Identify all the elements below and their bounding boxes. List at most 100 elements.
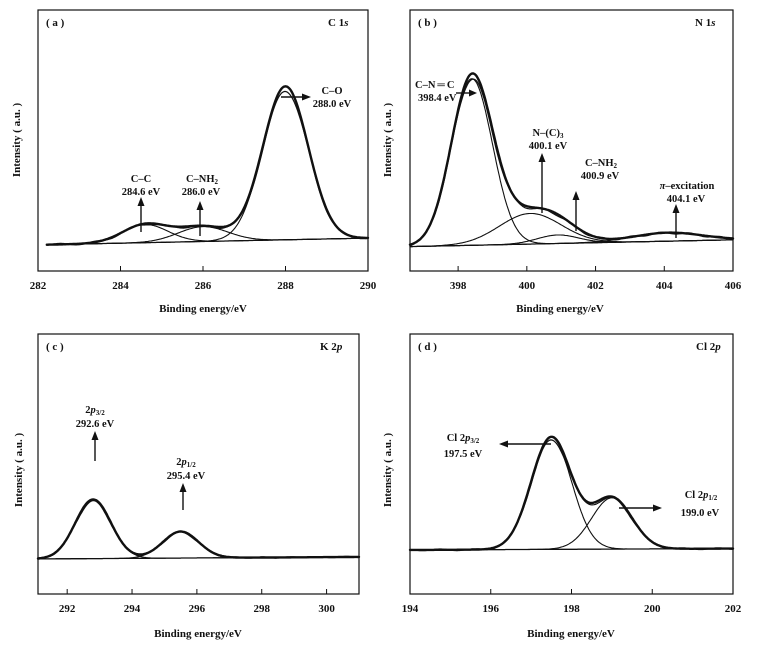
arrowhead-n-c3	[538, 153, 546, 162]
annotation-label-2p3-2: 2p3/2	[85, 405, 105, 417]
panel-element-label: K 2p	[320, 341, 343, 353]
arrowhead-c-c	[137, 197, 145, 206]
x-ticks: 282 284 286 288 290	[30, 266, 377, 292]
arrowhead-c-n-c	[469, 89, 477, 97]
panel-element-label: N 1s	[695, 17, 715, 29]
annotation-label-pi-excitation: π–excitation	[660, 181, 715, 192]
annotation-label-cl-2p1-2: Cl 2p1/2	[685, 490, 718, 502]
x-tick-label: 286	[195, 280, 212, 292]
annotation-value-c-nh2: 286.0 eV	[182, 187, 221, 198]
x-tick-label: 292	[59, 603, 76, 615]
panel-letter: ( c )	[46, 341, 64, 353]
plot-frame	[409, 9, 734, 272]
annotation-label-c-n-c: C–N ═ C	[415, 80, 454, 91]
annotation-label-c-nh2: C–NH2	[585, 158, 618, 170]
arrowhead-cl-2p3-2	[499, 440, 508, 448]
annotation-value-c-n-c: 398.4 eV	[418, 93, 457, 104]
x-tick-label: 198	[563, 603, 580, 615]
y-axis-label: Intensity ( a.u. )	[382, 433, 394, 508]
annotation-label-c-o: C–O	[322, 86, 343, 97]
envelope-curve	[36, 498, 361, 560]
panel-element-label: C 1s	[328, 17, 348, 29]
x-tick-label: 404	[656, 280, 673, 292]
annotation-label-c-c: C–C	[131, 174, 151, 185]
panel-element-label: Cl 2p	[696, 341, 721, 353]
arrowhead-2p3-2	[91, 431, 99, 440]
component-peak	[409, 232, 734, 248]
x-tick-label: 288	[277, 280, 294, 292]
x-tick-label: 406	[725, 280, 742, 292]
component-peak	[409, 234, 734, 248]
measured-curve	[37, 500, 360, 559]
panel-k2p: ( c ) K 2p Intensity ( a.u. ) Binding en…	[13, 333, 361, 640]
annotation-value-c-c: 284.6 eV	[122, 187, 161, 198]
annotation-value-cl-2p1-2: 199.0 eV	[681, 508, 720, 519]
spectrum-curves	[408, 72, 735, 248]
annotation-value-2p1-2: 295.4 eV	[167, 471, 206, 482]
peak-annotations: C–N ═ C 398.4 eV N–(C)3 400.1 eV C–NH2 400…	[415, 80, 715, 238]
panel-n1s: ( b ) N 1s Intensity ( a.u. ) Binding en…	[382, 9, 742, 315]
y-axis-label: Intensity ( a.u. )	[382, 103, 394, 178]
annotation-value-c-o: 288.0 eV	[313, 99, 352, 110]
x-axis-label: Binding energy/eV	[527, 628, 615, 640]
panel-letter: ( a )	[46, 17, 65, 29]
x-tick-label: 290	[360, 280, 377, 292]
peak-annotations: 2p3/2 292.6 eV 2p1/2 295.4 eV	[76, 405, 206, 510]
x-ticks: 194 196 198 200 202	[402, 589, 742, 615]
arrowhead-c-o	[302, 93, 311, 101]
peak-annotations: Cl 2p3/2 197.5 eV Cl 2p1/2 199.0 eV	[444, 433, 720, 519]
x-tick-label: 300	[318, 603, 335, 615]
x-axis-label: Binding energy/eV	[159, 303, 247, 315]
annotation-value-n-c3: 400.1 eV	[529, 141, 568, 152]
component-peak	[37, 498, 360, 560]
arrowhead-pi-excitation	[672, 204, 680, 213]
panel-letter: ( b )	[418, 17, 437, 29]
component-peak	[46, 85, 369, 246]
spectrum-curves	[36, 498, 361, 560]
x-axis-label: Binding energy/eV	[154, 628, 242, 640]
x-tick-label: 196	[483, 603, 500, 615]
annotation-label-cl-2p3-2: Cl 2p3/2	[447, 433, 480, 445]
plot-frame	[37, 333, 360, 595]
component-peak	[409, 497, 734, 551]
annotation-value-cl-2p3-2: 197.5 eV	[444, 449, 483, 460]
x-axis-label: Binding energy/eV	[516, 303, 604, 315]
x-tick-label: 398	[450, 280, 467, 292]
x-tick-label: 194	[402, 603, 419, 615]
measured-curve	[46, 90, 369, 246]
peak-annotations: C–C 284.6 eV C–NH2 286.0 eV C–O 288.0 eV	[122, 86, 352, 236]
annotation-label-n-c3: N–(C)3	[533, 128, 564, 140]
x-tick-label: 284	[112, 280, 129, 292]
plot-frame	[37, 9, 369, 272]
x-tick-label: 298	[253, 603, 270, 615]
arrowhead-cl-2p1-2	[653, 504, 662, 512]
annotation-value-c-nh2: 400.9 eV	[581, 171, 620, 182]
y-axis-label: Intensity ( a.u. )	[13, 433, 25, 508]
annotation-label-2p1-2: 2p1/2	[176, 457, 196, 469]
x-tick-label: 400	[519, 280, 536, 292]
x-ticks: 292 294 296 298 300	[59, 589, 335, 615]
panel-c1s: ( a ) C 1s Intensity ( a.u. ) Binding en…	[11, 9, 377, 315]
annotation-value-2p3-2: 292.6 eV	[76, 419, 115, 430]
x-tick-label: 282	[30, 280, 47, 292]
measured-curve	[409, 439, 734, 552]
arrowhead-c-nh2	[572, 191, 580, 200]
annotation-value-pi-excitation: 404.1 eV	[667, 194, 706, 205]
envelope-curve	[408, 72, 735, 246]
plot-frame	[409, 333, 734, 595]
x-tick-label: 296	[189, 603, 206, 615]
spectrum-curves	[408, 435, 735, 552]
panel-cl2p: ( d ) Cl 2p Intensity ( a.u. ) Binding e…	[382, 333, 742, 640]
x-tick-label: 294	[124, 603, 141, 615]
spectrum-curves	[45, 85, 370, 246]
component-peak	[37, 530, 360, 560]
panel-letter: ( d )	[418, 341, 437, 353]
arrowhead-c-nh2	[196, 201, 204, 210]
component-peak	[409, 212, 734, 248]
x-tick-label: 202	[725, 603, 742, 615]
annotation-label-c-nh2: C–NH2	[186, 174, 219, 186]
arrowhead-2p1-2	[179, 483, 187, 492]
envelope-curve	[45, 85, 370, 246]
x-ticks: 398 400 402 404 406	[450, 266, 742, 292]
